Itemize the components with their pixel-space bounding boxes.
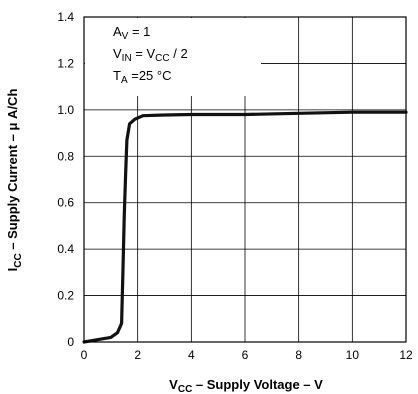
annotation-line: VIN = VCC / 2 xyxy=(113,46,188,64)
annotation-box xyxy=(85,18,261,96)
annotation: AV = 1 VIN = VCC / 2 TA =25 °C xyxy=(113,24,188,86)
x-tick-label: 10 xyxy=(346,348,360,362)
x-tick-label: 6 xyxy=(242,348,249,362)
series-group xyxy=(82,110,408,344)
series-line xyxy=(82,110,408,344)
x-tick-label: 4 xyxy=(188,348,195,362)
y-tick-label: 1.2 xyxy=(57,56,74,70)
y-tick-labels: 0 0.2 0.4 0.6 0.8 1.0 1.2 1.4 xyxy=(57,10,74,349)
plot-frame xyxy=(83,16,407,343)
y-tick-label: 0.8 xyxy=(57,149,74,163)
annotation-background xyxy=(85,18,261,96)
x-tick-labels: 0 2 4 6 8 10 12 xyxy=(81,348,413,362)
x-tick-label: 12 xyxy=(399,348,413,362)
annotation-line: TA =25 °C xyxy=(113,68,172,86)
x-axis-label: VCC – Supply Voltage – V xyxy=(169,377,323,394)
x-tick-label: 2 xyxy=(134,348,141,362)
x-tick-label: 0 xyxy=(81,348,88,362)
y-tick-label: 1.4 xyxy=(57,10,74,24)
y-tick-label: 1.0 xyxy=(57,103,74,117)
y-tick-label: 0 xyxy=(67,335,74,349)
y-tick-label: 0.2 xyxy=(57,289,74,303)
x-tick-label: 8 xyxy=(295,348,302,362)
annotation-line: AV = 1 xyxy=(113,24,150,42)
y-tick-label: 0.6 xyxy=(57,196,74,210)
y-tick-label: 0.4 xyxy=(57,242,74,256)
y-axis-label: ICC – Supply Current – μ A/Ch xyxy=(5,89,24,272)
